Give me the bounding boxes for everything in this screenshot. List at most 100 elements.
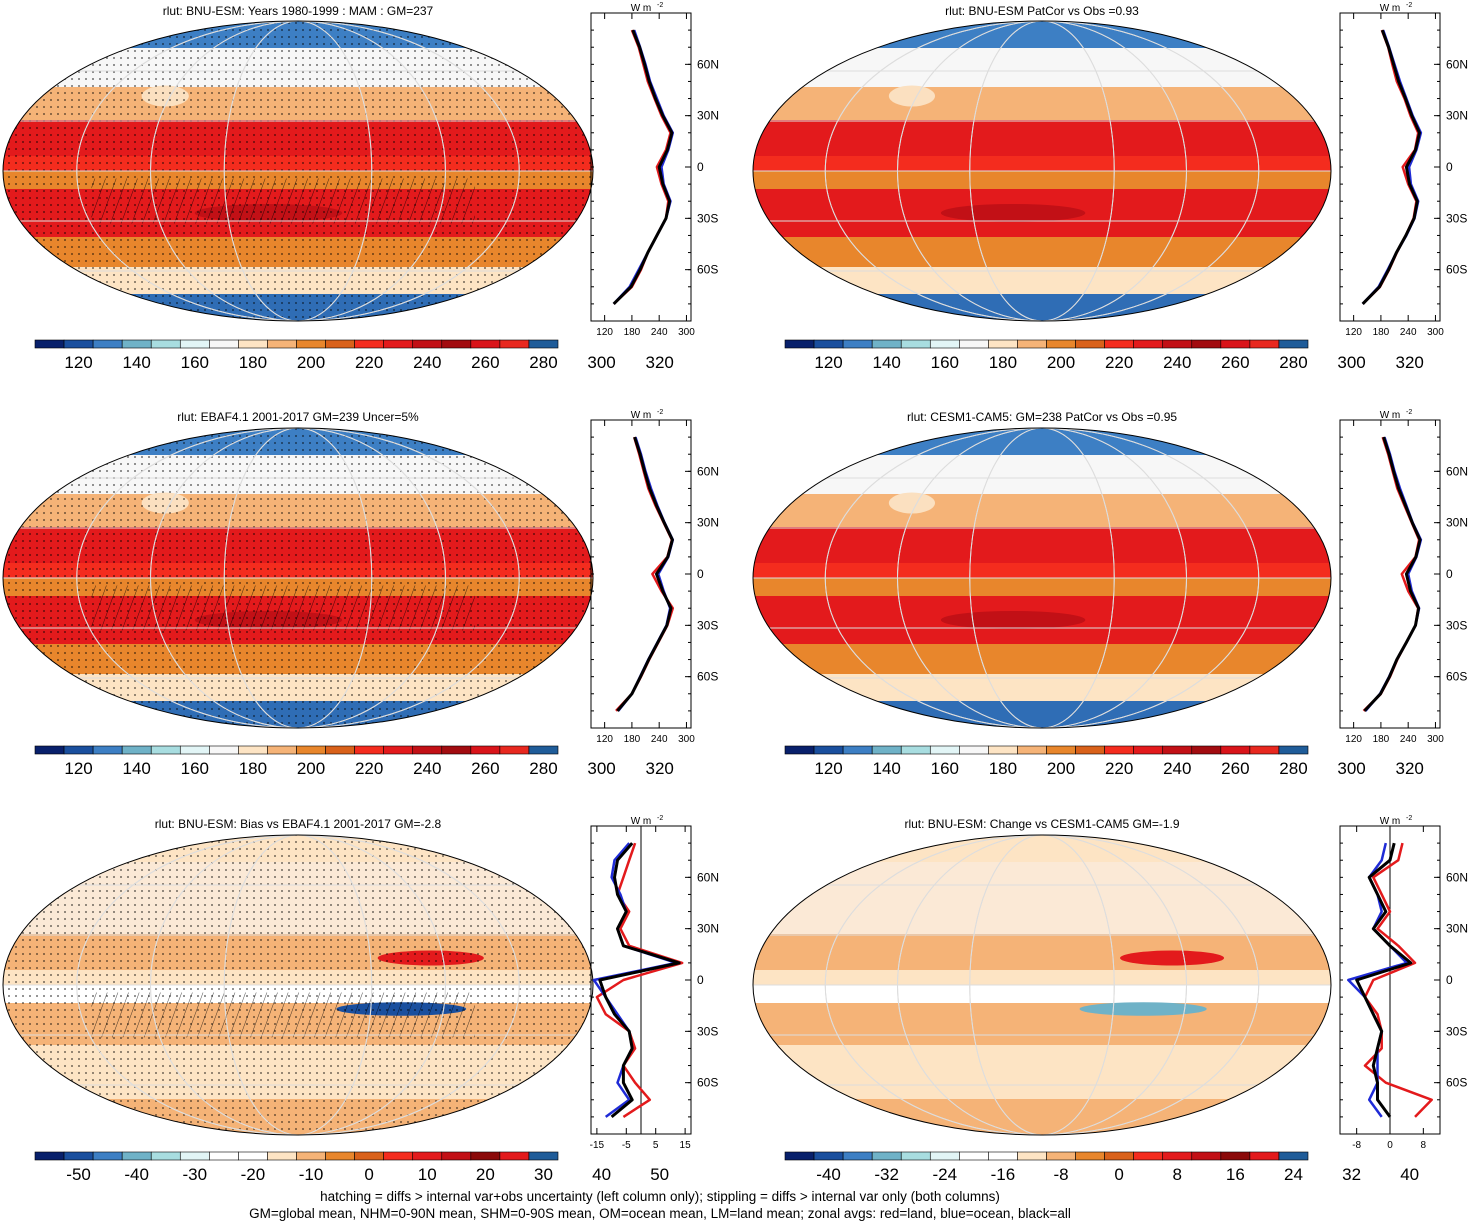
map-body (753, 835, 1331, 1135)
zonal-ytick-label: 0 (697, 567, 704, 581)
colorbar-box (813, 339, 844, 349)
zonal-xtick-label: -8 (1352, 1140, 1361, 1151)
colorbar-tick-label: 140 (123, 759, 151, 778)
zonal-1: 60N 30N 0 30S 60S 120 180 240 300 W m -2 (1339, 2, 1468, 338)
graticule-lon (223, 428, 373, 728)
colorbar-box (209, 339, 239, 349)
colorbar-box (1278, 745, 1309, 755)
colorbar-tick-label: -40 (816, 1165, 841, 1184)
colorbar-box (63, 339, 94, 349)
colorbar-tick-label: 180 (239, 759, 267, 778)
colorbar-tick-label: 280 (529, 759, 557, 778)
colorbar-box (871, 745, 902, 755)
map-1 (752, 20, 1332, 322)
map-2 (2, 427, 594, 729)
latitude-band (753, 1003, 1331, 1045)
zonal-3: 60N 30N 0 30S 60S 120 180 240 300 W m -2 (1339, 409, 1468, 745)
colorbar-tick-label: 120 (814, 353, 842, 372)
latitude-band (753, 835, 1331, 862)
colorbar-box (209, 745, 239, 755)
colorbar-box (34, 745, 65, 755)
colorbar-5: -40 -32 -24 -16 -8 0 8 16 24 32 40 (784, 1151, 1419, 1184)
colorbar-box (1278, 339, 1309, 349)
colorbar-box (784, 339, 815, 349)
zonal-ytick-label: 30S (1446, 1024, 1467, 1038)
colorbar-box (354, 339, 384, 349)
zonal-xtick-label: 180 (624, 734, 641, 745)
colorbar-tick-label: 20 (476, 1165, 495, 1184)
colorbar-box (784, 745, 815, 755)
latitude-band (753, 428, 1331, 455)
latitude-band (753, 578, 1331, 596)
colorbar-box (528, 339, 559, 349)
zonal-series-all (1355, 842, 1413, 1118)
map-4 (2, 834, 594, 1136)
graticule-lon (897, 428, 1187, 728)
footer-line-1: hatching = diffs > internal var+obs unce… (320, 1189, 1000, 1204)
colorbar-box (1046, 1151, 1076, 1161)
colorbar-box (1191, 339, 1222, 349)
panel-3: rlut: CESM1-CAM5: GM=238 PatCor vs Obs =… (752, 409, 1468, 778)
zonal-xtick-label: 300 (678, 734, 695, 745)
colorbar-box (842, 1151, 873, 1161)
latitude-band (753, 527, 1331, 563)
colorbar-box (412, 1151, 443, 1161)
zonal-ytick-label: 30N (1446, 516, 1468, 530)
graticule-lon (150, 835, 446, 1135)
map-title: rlut: BNU-ESM PatCor vs Obs =0.93 (945, 4, 1139, 18)
colorbar-box (441, 1151, 472, 1161)
colorbar-box (441, 745, 472, 755)
nh-bias (1120, 950, 1225, 966)
colorbar-tick-label: 40 (592, 1165, 611, 1184)
colorbar-box (929, 339, 960, 349)
colorbar-box (121, 745, 152, 755)
hatching (91, 178, 475, 224)
colorbar-box (842, 339, 873, 349)
zonal-xtick-label: 120 (1345, 327, 1362, 338)
colorbar-box (179, 1151, 210, 1161)
antarctica-band (753, 701, 1331, 728)
zonal-xtick-label: 180 (1373, 327, 1390, 338)
colorbar-box (92, 1151, 123, 1161)
colorbar-tick-label: 200 (297, 759, 325, 778)
colorbar-tick-label: 200 (1047, 353, 1075, 372)
zonal-xtick-label: 240 (1400, 734, 1417, 745)
colorbar-box (1046, 745, 1076, 755)
zonal-ytick-label: 30S (1446, 211, 1467, 225)
colorbar-box (470, 339, 501, 349)
colorbar-box (1017, 745, 1047, 755)
latitude-band (753, 1045, 1331, 1099)
colorbar-tick-label: 240 (413, 759, 441, 778)
colorbar-tick-label: 140 (873, 759, 901, 778)
colorbar-tick-label: 180 (989, 759, 1017, 778)
colorbar-box (1075, 745, 1105, 755)
zonal-ytick-label: 60S (697, 1076, 718, 1090)
zonal-ytick-label: 60N (697, 464, 719, 478)
map-body (3, 21, 593, 321)
zonal-xtick-label: 240 (651, 327, 668, 338)
colorbar-box (63, 1151, 94, 1161)
graticule-lon (76, 428, 520, 728)
hatching (91, 585, 475, 631)
zonal-xtick-label: -5 (622, 1140, 631, 1151)
latitude-band (753, 120, 1331, 156)
colorbar-box (325, 745, 355, 755)
colorbar-box (1249, 339, 1280, 349)
colorbar-box (900, 745, 931, 755)
zonal-series-land (595, 842, 684, 1118)
colorbar-box (1017, 339, 1047, 349)
colorbar-box (871, 339, 902, 349)
colorbar-box (959, 745, 989, 755)
colorbar-tick-label: 300 (587, 759, 615, 778)
map-title: rlut: CESM1-CAM5: GM=238 PatCor vs Obs =… (907, 410, 1177, 424)
zonal-series-land (1363, 842, 1433, 1118)
latitude-band (753, 455, 1331, 494)
colorbar-tick-label: 8 (1173, 1165, 1182, 1184)
colorbar-box (929, 745, 960, 755)
colorbar-tick-label: 200 (297, 353, 325, 372)
panel-0: rlut: BNU-ESM: Years 1980-1999 : MAM : G… (2, 2, 719, 372)
colorbar-tick-label: -10 (299, 1165, 324, 1184)
latitude-band (753, 644, 1331, 674)
colorbar-box (354, 1151, 384, 1161)
